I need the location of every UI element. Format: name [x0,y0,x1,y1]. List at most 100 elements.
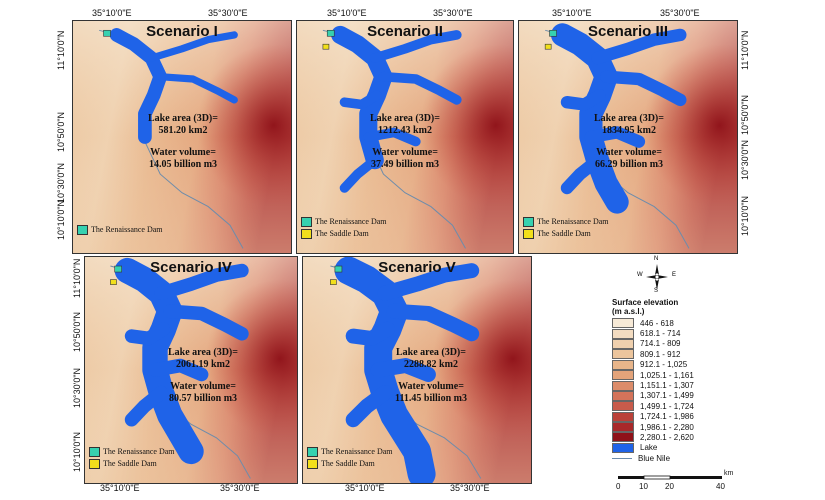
dam-legend-label: The Saddle Dam [537,229,591,238]
renaissance-dam-marker [549,29,557,37]
scale-tick-20: 20 [665,482,674,491]
scenario-title: Scenario IV [150,259,232,276]
renaissance-dam-marker [334,265,343,273]
scale-tick-10: 10 [639,482,648,491]
lat-label-lower-2: 10°10'0"N [72,431,82,472]
renaissance-dam-marker [326,29,335,37]
lat-label-top: 11°10'0"N [56,30,66,70]
dam-legend: The Renaissance Dam The Saddle Dam [301,215,387,239]
lon-label-bottom-west-2: 35°10'0"E [345,483,385,493]
legend-class-row: 912.1 - 1,025 [612,359,732,370]
stats-volume-value: 66.29 billion m3 [594,159,664,170]
legend-swatch [612,370,634,381]
lat-label-right-top: 11°10'0"N [740,30,750,70]
dam-legend-row: The Saddle Dam [523,229,609,239]
legend-swatch [612,318,634,329]
stats-area-value: 1212.43 km2 [378,125,432,136]
dam-legend-row: The Renaissance Dam [307,447,393,457]
dam-legend-label: The Renaissance Dam [321,447,393,456]
saddle-dam-swatch [301,229,312,239]
stats-area-label: Lake area (3D)= [370,113,440,124]
legend-swatch [612,338,634,349]
stats-volume-value: 111.45 billion m3 [395,393,467,404]
saddle-dam-marker [322,43,330,50]
scenario-panel-5: Scenario V Lake area (3D)= 2288.82 km2 Wate… [302,256,532,484]
legend-class-label: 714.1 - 809 [640,339,681,349]
scale-bar-graphic [618,475,722,480]
renaissance-dam-marker [114,265,122,273]
legend-swatch [612,422,634,433]
legend-class-row: 1,986.1 - 2,280 [612,422,732,433]
legend-class-row: 1,025.1 - 1,161 [612,370,732,381]
scenario-title: Scenario V [378,259,456,276]
legend-classes: 446 - 618 618.1 - 714 714.1 - 809 809.1 - 9… [612,318,732,443]
stats-gap [574,137,684,147]
legend-class-label: 1,724.1 - 1,986 [640,412,694,422]
stats-gap [350,137,460,147]
stats-area-label: Lake area (3D)= [148,113,218,124]
stats-volume-label: Water volume= [398,381,464,392]
legend-class-label: 1,986.1 - 2,280 [640,422,694,432]
stats-volume-label: Water volume= [170,381,236,392]
dam-legend-row: The Saddle Dam [307,459,393,469]
legend-swatch [612,349,634,360]
stats-volume-label: Water volume= [150,147,216,158]
legend-class-row: 714.1 - 809 [612,338,732,349]
elevation-map [73,21,291,253]
renaissance-dam-swatch [89,447,100,457]
north-label-n: N [654,256,659,262]
lon-label-top-west-2: 35°10'0"E [327,8,367,18]
lat-label-right-upper: 10°50'0"N [740,94,750,135]
legend-swatch [612,390,634,401]
elevation-map [303,257,531,483]
scenario-stats: Lake area (3D)= 2061.19 km2 Water volume= 8… [148,347,258,405]
lat-label-lower: 10°10'0"N [56,199,66,240]
dam-legend-label: The Saddle Dam [103,459,157,468]
renaissance-dam-marker [103,29,111,37]
scenario-stats: Lake area (3D)= 581.20 km2 Water volume= 14… [128,113,238,171]
dam-legend: The Renaissance Dam The Saddle Dam [89,445,175,469]
legend-river-label: Blue Nile [638,453,671,463]
dam-legend-row: The Saddle Dam [301,229,387,239]
elevation-legend: Surface elevation (m a.s.l.) 446 - 618 61… [612,298,732,463]
saddle-dam-marker [110,279,117,285]
scenario-panel-4: Scenario IV Lake area (3D)= 2061.19 km2 Wat… [84,256,298,484]
lat-label-right-lower: 10°10'0"N [740,195,750,236]
lon-label-bottom-east-2: 35°30'0"E [450,483,490,493]
legend-class-row: 2,280.1 - 2,620 [612,432,732,443]
scale-unit: km [724,470,734,477]
dam-legend: The Renaissance Dam The Saddle Dam [523,215,609,239]
legend-class-row: 809.1 - 912 [612,349,732,360]
legend-swatch [612,380,634,391]
stats-volume-value: 80.57 billion m3 [168,393,238,404]
legend-class-label: 618.1 - 714 [640,329,681,339]
legend-class-label: 809.1 - 912 [640,349,681,359]
lat-label-right-middle: 10°30'0"N [740,139,750,180]
stats-volume-value: 37.49 billion m3 [370,159,440,170]
legend-title: Surface elevation [612,298,679,307]
north-label-w: W [637,272,643,278]
lake-swatch [612,442,634,453]
north-label-s: S [654,288,659,294]
dam-legend-row: The Saddle Dam [89,459,175,469]
scenario-title: Scenario I [146,23,218,40]
legend-lake-label: Lake [640,443,658,453]
legend-river-row: Blue Nile [612,453,732,463]
scale-tick-0: 0 [616,482,621,491]
dam-legend: The Renaissance Dam [77,223,163,235]
stats-area-label: Lake area (3D)= [594,113,664,124]
dam-legend-label: The Renaissance Dam [537,217,609,226]
lon-label-top-east-3: 35°30'0"E [660,8,700,18]
north-label-e: E [672,272,677,278]
elevation-map [85,257,297,483]
legend-swatch [612,359,634,370]
scenario-stats: Lake area (3D)= 2288.82 km2 Water volume= 1… [376,347,486,405]
legend-subtitle: (m a.s.l.) [612,307,645,316]
dam-legend-row: The Renaissance Dam [77,225,163,235]
dam-legend-row: The Renaissance Dam [523,217,609,227]
elevation-map [519,21,737,253]
lon-label-top-east-2: 35°30'0"E [433,8,473,18]
saddle-dam-swatch [89,459,100,469]
stats-volume-value: 14.05 billion m3 [148,159,218,170]
legend-swatch [612,432,634,443]
